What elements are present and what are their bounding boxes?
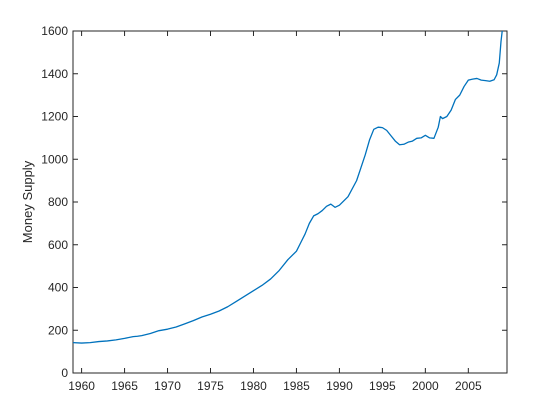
y-tick-label: 1600 (41, 24, 68, 38)
x-tick-label: 1965 (111, 379, 138, 393)
x-tick-label: 1990 (326, 379, 353, 393)
y-tick-label: 200 (48, 323, 68, 337)
x-tick-label: 1970 (154, 379, 181, 393)
x-axis: 1960 1965 1970 1975 1980 1985 1990 1995 2000 2005 (68, 31, 482, 393)
y-tick-label: 1400 (41, 67, 68, 81)
y-tick-label: 1000 (41, 152, 68, 166)
plot-area: 1960 1965 1970 1975 1980 1985 1990 1995 2000 2005… (41, 24, 508, 393)
y-axis: 0 200 400 600 800 1000 1200 1400 1600 (41, 24, 507, 380)
y-tick-label: 0 (61, 366, 68, 380)
x-tick-label: 1975 (197, 379, 224, 393)
axes-box (72, 30, 508, 374)
y-tick-label: 600 (48, 238, 68, 252)
y-tick-label: 800 (48, 195, 68, 209)
x-tick-label: 1960 (68, 379, 95, 393)
x-tick-label: 2000 (412, 379, 439, 393)
x-tick-label: 2005 (455, 379, 482, 393)
x-tick-label: 1985 (283, 379, 310, 393)
x-tick-label: 1980 (240, 379, 267, 393)
y-axis-label: Money Supply (20, 160, 35, 243)
y-tick-label: 1200 (41, 110, 68, 124)
x-tick-label: 1995 (369, 379, 396, 393)
series-line (73, 31, 503, 344)
y-tick-label: 400 (48, 281, 68, 295)
